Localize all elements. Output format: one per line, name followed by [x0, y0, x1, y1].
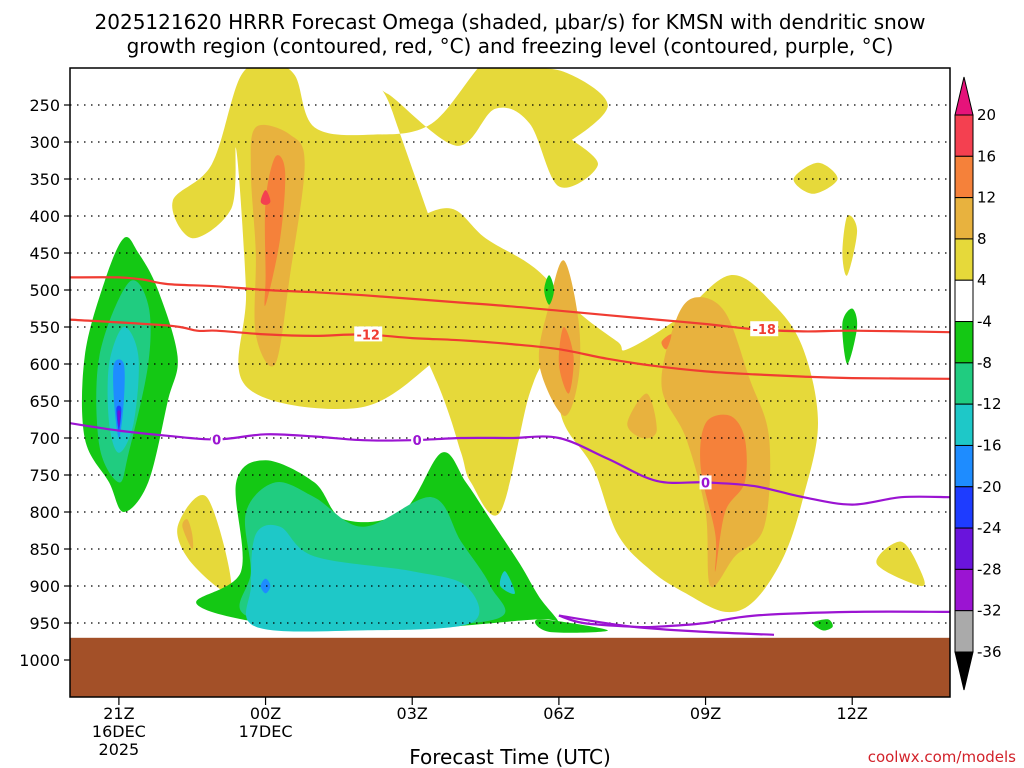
- omega-region-4: [793, 162, 838, 194]
- omega-region-neg16: [113, 359, 125, 438]
- colorbar-segment: [954, 362, 974, 405]
- y-tick-label: 800: [29, 503, 60, 522]
- colorbar-segment: [954, 610, 974, 653]
- y-tick-label: 550: [29, 318, 60, 337]
- colorbar-level-label: -28: [977, 560, 1002, 578]
- omega-region-4: [177, 494, 232, 593]
- omega-region-8: [627, 393, 657, 439]
- colorbar-level-label: -16: [977, 436, 1002, 454]
- dendritic-label: -12: [356, 328, 380, 343]
- title-line-2: growth region (contoured, red, °C) and f…: [127, 34, 894, 58]
- colorbar-segment: [954, 238, 974, 281]
- omega-region-neg12: [499, 571, 515, 594]
- colorbar-level-label: -24: [977, 519, 1002, 537]
- ground-surface: [70, 637, 950, 697]
- colorbar-segment: [954, 155, 974, 199]
- dendritic-label-bg: [354, 326, 383, 342]
- colorbar-top-arrow: [954, 76, 974, 116]
- colorbar-level-label: 16: [977, 147, 996, 165]
- omega-region-neg4: [813, 619, 833, 631]
- colorbar-level-label: -4: [977, 313, 992, 331]
- dendritic-label: -18: [752, 323, 776, 338]
- omega-region-neg24: [117, 410, 121, 427]
- credit-text: coolwx.com/models: [868, 748, 1016, 766]
- y-tick-label: 750: [29, 466, 60, 485]
- colorbar-segment: [954, 197, 974, 240]
- x-tick-label: 21Z: [103, 704, 134, 723]
- omega-region-neg12: [245, 524, 480, 632]
- omega-region-16: [260, 190, 271, 205]
- x-tick-label: 00Z: [250, 704, 281, 723]
- x-tick-label: 03Z: [397, 704, 428, 723]
- x-tick-label: 06Z: [543, 704, 574, 723]
- y-tick-label: 950: [29, 614, 60, 633]
- freezing-level-contour-2: [558, 614, 775, 636]
- colorbar-segment: [954, 114, 974, 157]
- y-tick-label: 900: [29, 577, 60, 596]
- y-tick-label: 300: [29, 133, 60, 152]
- dendritic-contour-0: [70, 318, 950, 380]
- omega-region-4: [876, 541, 925, 587]
- omega-region-12: [558, 326, 574, 394]
- omega-region-neg16: [260, 578, 271, 594]
- plot-area: -12 -18 0 0 0: [70, 68, 950, 697]
- y-tick-label: 350: [29, 170, 60, 189]
- plot-frame: [69, 67, 951, 698]
- colorbar-level-label: 4: [977, 271, 987, 289]
- y-tick-label: 500: [29, 281, 60, 300]
- y-tick-label: 1000: [19, 651, 60, 670]
- omega-region-12: [700, 414, 747, 572]
- x-tick-date: 16DEC: [92, 722, 146, 741]
- colorbar-level-label: 20: [977, 106, 996, 124]
- x-tick-label: 09Z: [690, 704, 721, 723]
- x-axis-title: Forecast Time (UTC): [409, 745, 611, 768]
- x-tick-date: 17DEC: [239, 722, 293, 741]
- colorbar-segment: [954, 568, 974, 612]
- colorbar-bottom-arrow: [954, 651, 974, 691]
- colorbar-level-label: -12: [977, 395, 1002, 413]
- x-tick-year: 2025: [99, 740, 140, 759]
- freezing-label: 0: [212, 433, 221, 448]
- y-tick-label: 850: [29, 540, 60, 559]
- colorbar-segment: [954, 403, 974, 446]
- y-tick-label: 400: [29, 207, 60, 226]
- omega-region-8: [182, 519, 194, 550]
- colorbar-level-label: 8: [977, 230, 987, 248]
- y-tick-label: 650: [29, 392, 60, 411]
- omega-region-neg4: [544, 275, 554, 305]
- colorbar-level-label: 12: [977, 189, 996, 207]
- colorbar-segment: [954, 527, 974, 570]
- freezing-label-bg: [210, 432, 223, 447]
- colorbar-level-label: -20: [977, 478, 1002, 496]
- freezing-label-bg: [699, 475, 712, 490]
- freezing-level-contour-1: [558, 610, 950, 629]
- colorbar-segment: [954, 321, 974, 364]
- colorbar-segment: [954, 279, 974, 323]
- omega-region-neg4: [842, 308, 858, 365]
- freezing-label: 0: [413, 434, 422, 449]
- freezing-label: 0: [701, 476, 710, 491]
- title-line-1: 2025121620 HRRR Forecast Omega (shaded, …: [95, 10, 926, 34]
- y-tick-label: 250: [29, 96, 60, 115]
- colorbar-segment: [954, 486, 974, 529]
- freezing-label-bg: [411, 433, 424, 448]
- omega-colorbar: 20 16 12 8 4 -4 -8 -12 -16 -20 -24 -28 -32 -36: [954, 76, 1002, 691]
- colorbar-level-label: -36: [977, 643, 1002, 661]
- omega-region-12: [264, 155, 286, 307]
- omega-region-12: [661, 334, 672, 350]
- dendritic-label-bg: [750, 321, 779, 337]
- colorbar-level-label: -32: [977, 602, 1002, 620]
- colorbar-segment: [954, 444, 974, 488]
- omega-region-4: [842, 215, 858, 276]
- y-tick-label: 600: [29, 355, 60, 374]
- x-tick-label: 12Z: [837, 704, 868, 723]
- y-tick-label: 450: [29, 244, 60, 263]
- colorbar-level-label: -8: [977, 354, 992, 372]
- y-tick-label: 700: [29, 429, 60, 448]
